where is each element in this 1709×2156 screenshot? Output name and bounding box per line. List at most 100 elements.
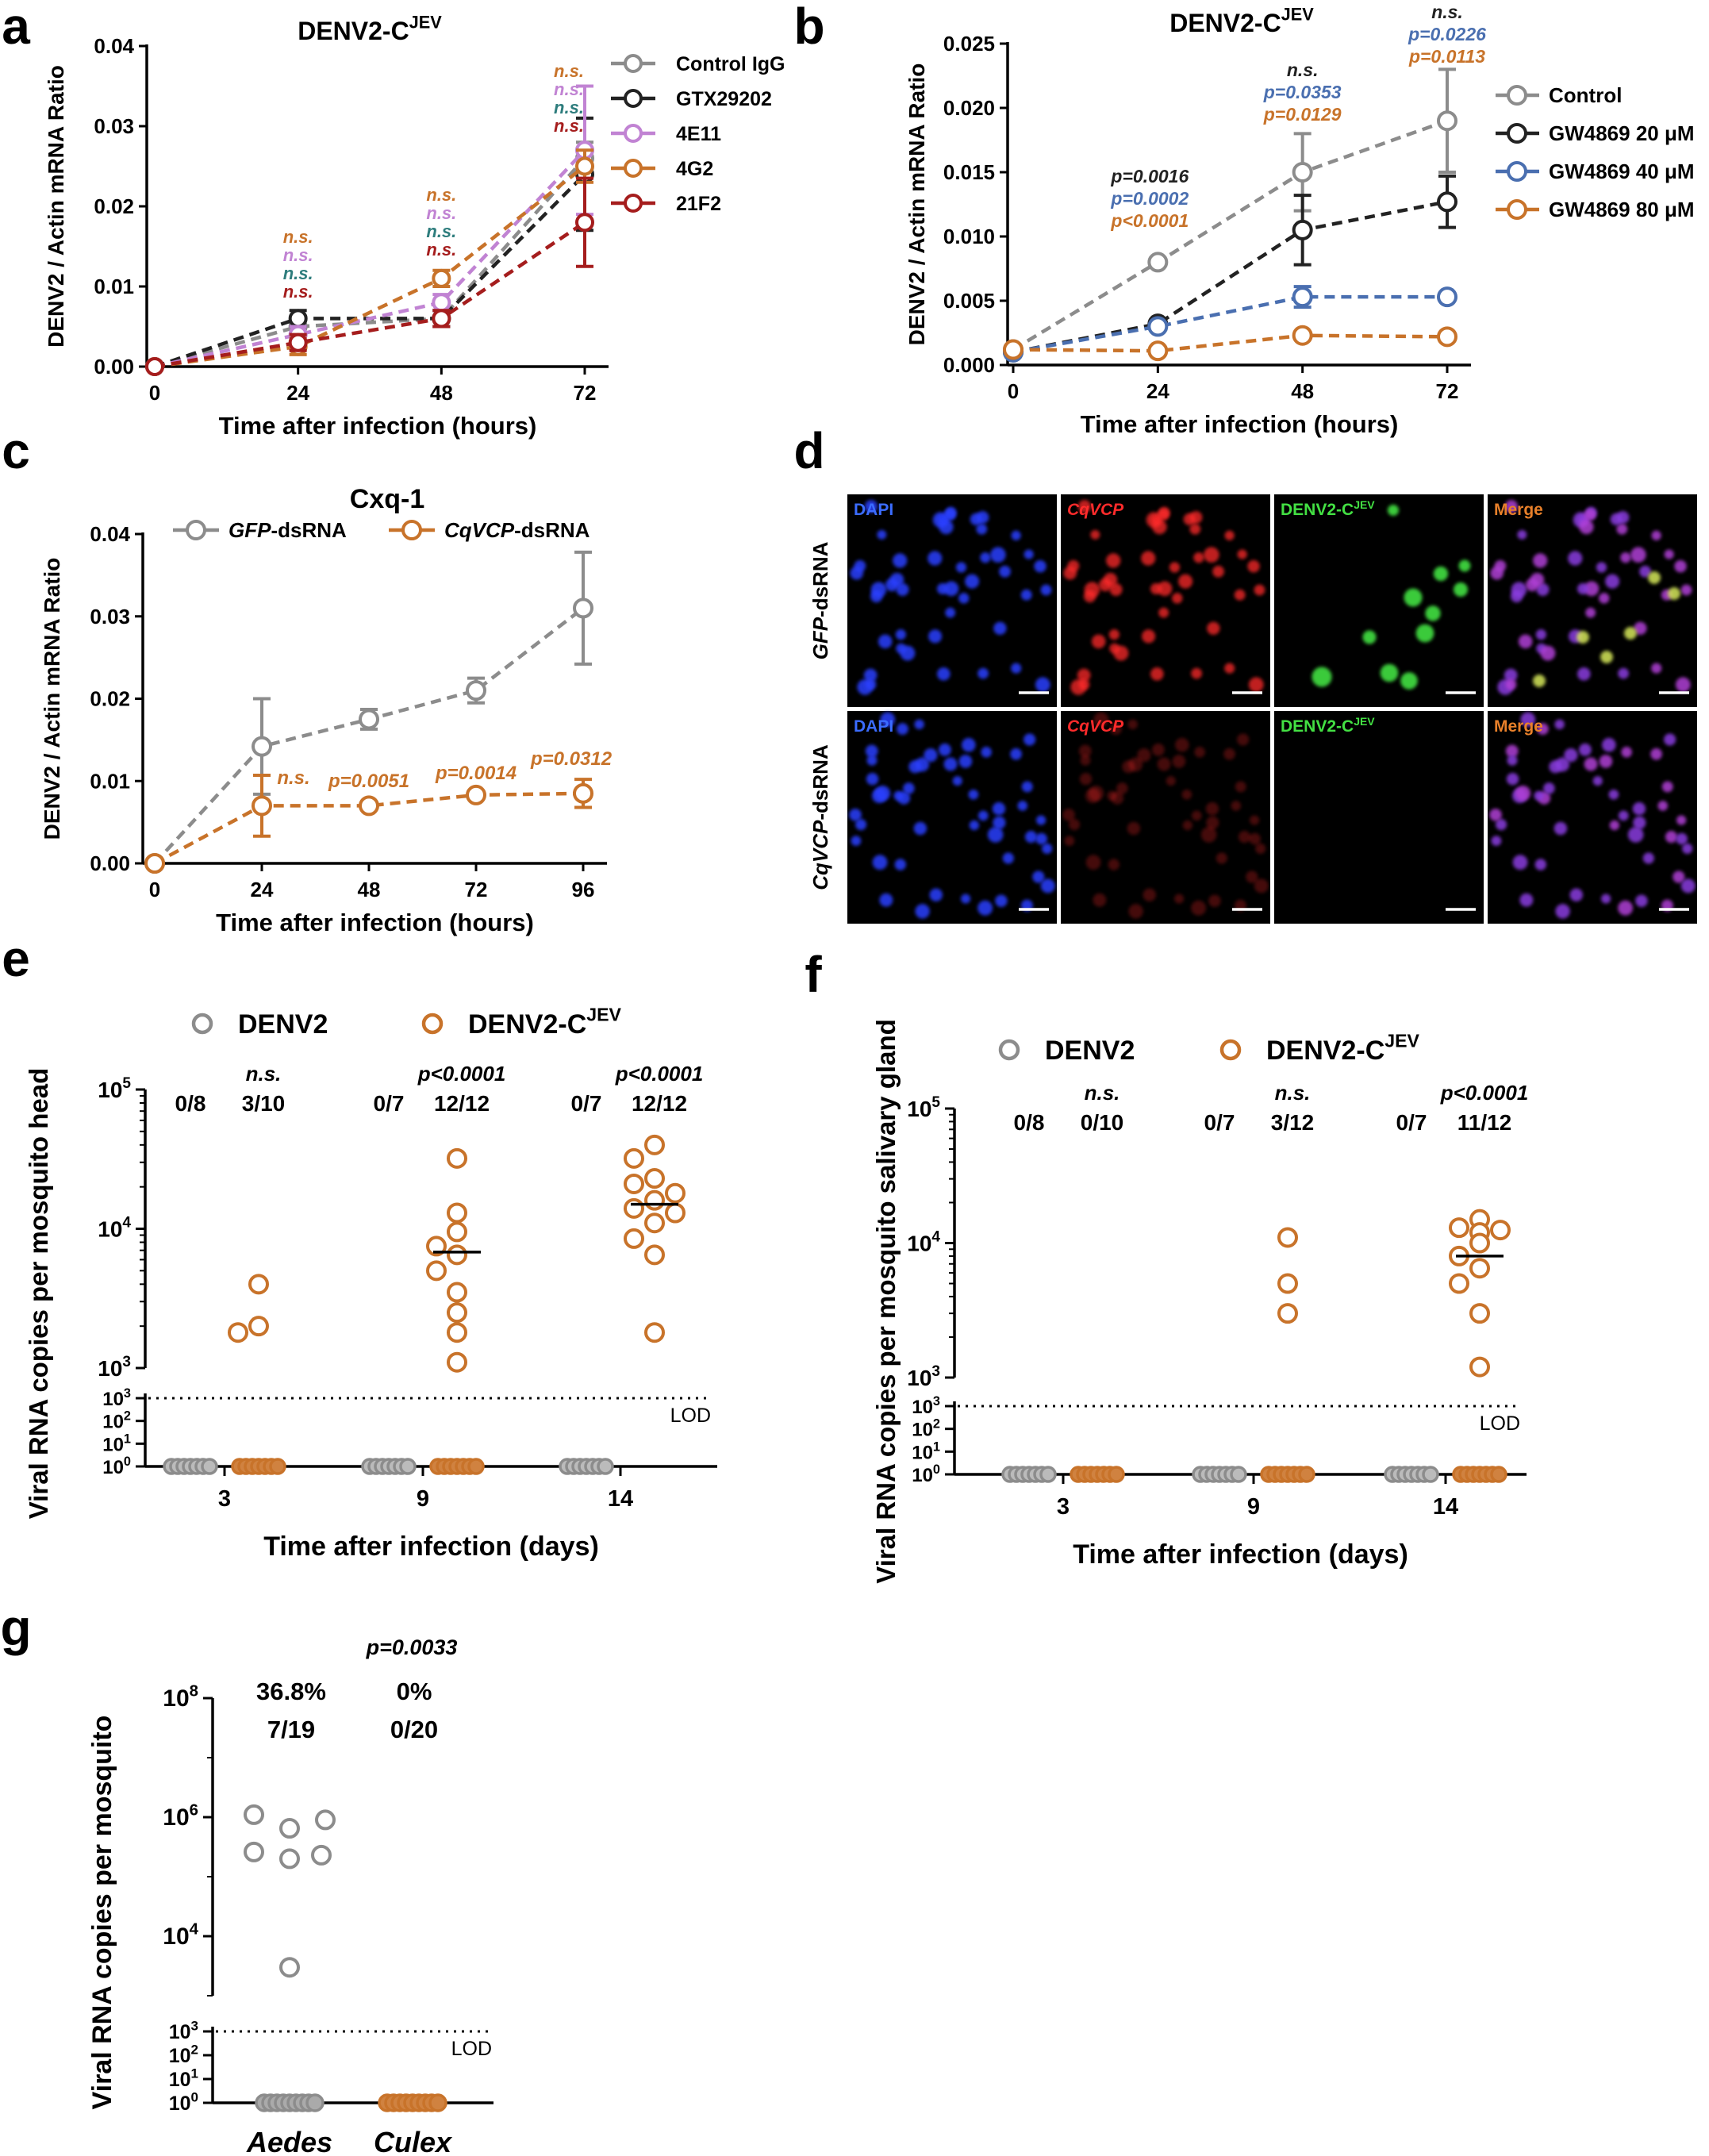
cell-spot (1657, 801, 1669, 811)
cell-spot (943, 509, 956, 521)
y-axis-title: DENV2 / Actin mRNA Ratio (904, 63, 929, 346)
cell-spot (1207, 621, 1220, 636)
cell-spot (1157, 581, 1173, 597)
x-axis-title: Time after infection (hours) (219, 412, 537, 440)
cell-spot (1680, 584, 1692, 596)
cell-spot (955, 562, 967, 573)
cell-spot (1237, 549, 1247, 559)
data-point (573, 782, 593, 804)
panel-letter-f: f (805, 946, 822, 1003)
y-tick-label-exp: 8 (190, 1682, 198, 1700)
cell-spot (1103, 572, 1118, 587)
cell-spot (977, 667, 989, 679)
cell-spot (915, 904, 930, 919)
y-tick-label: 0.01 (90, 769, 130, 793)
data-point (644, 1322, 665, 1343)
cell-spot (1621, 747, 1632, 758)
panel-c-chart: 0.00 0.01 0.02 0.03 0.04 0 24 48 72 96 Time after … (40, 484, 613, 936)
y-tick-label-exp: 5 (931, 1094, 940, 1111)
percent-label: 0% (397, 1678, 432, 1705)
y-tick-label-base: 10 (907, 1097, 931, 1121)
data-point (244, 1804, 264, 1825)
cell-spot (1172, 755, 1186, 768)
cell-spot (1109, 582, 1123, 596)
cell-spot (903, 782, 915, 794)
cell-spot (1141, 551, 1156, 566)
data-point (1449, 1273, 1469, 1294)
panel-a-chart: 0.00 0.01 0.02 0.03 0.04 0 24 48 72 Time after in… (44, 13, 785, 440)
data-point (573, 598, 593, 619)
series-line (154, 156, 586, 369)
denv-signal-spot (1433, 566, 1449, 582)
cell-spot (1674, 559, 1687, 573)
data-point (1292, 219, 1313, 240)
cell-spot (851, 836, 862, 847)
legend-label: DENV2-CJEV (468, 1005, 622, 1040)
legend-marker (1507, 199, 1527, 220)
y-tick-label-exp: 0 (124, 1455, 131, 1469)
y-tick-label-exp: 3 (933, 1394, 940, 1409)
y-tick-label: 0.04 (94, 34, 134, 58)
cell-spot (896, 582, 909, 596)
cell-spot (1108, 629, 1119, 640)
legend-marker (998, 1039, 1020, 1061)
row-label: GFP-dsRNA (808, 541, 832, 659)
stat-annotation: n.s. (426, 240, 456, 259)
cell-spot (1506, 772, 1519, 786)
legend-label-main: DENV2-C (1266, 1036, 1384, 1066)
cell-spot (1633, 816, 1646, 829)
series-line (154, 221, 586, 369)
cell-spot (1157, 757, 1171, 771)
data-point (359, 709, 379, 730)
data-point-undetected (1490, 1466, 1507, 1483)
y-tick-label-exp: 2 (933, 1417, 940, 1432)
stat-annotation: n.s. (554, 98, 584, 117)
cell-spot (1042, 843, 1053, 855)
y-tick-label-base: 10 (102, 1434, 124, 1455)
cell-spot (987, 827, 1004, 843)
y-tick-label: 0.005 (943, 289, 995, 313)
stat-annotation: n.s. (277, 767, 309, 789)
stat-annotation: p=0.0113 (1408, 46, 1485, 67)
cell-spot (1122, 760, 1135, 774)
series-line (1012, 294, 1447, 355)
data-point (1469, 1258, 1490, 1279)
stat-annotation: p<0.0001 (615, 1062, 704, 1086)
merge-overlap-spot (1668, 587, 1680, 600)
cell-spot (879, 893, 893, 907)
denv-signal-spot (1458, 559, 1471, 572)
cell-spot (1191, 900, 1207, 916)
cell-spot (914, 719, 924, 730)
cell-spot (1017, 801, 1028, 811)
data-point (644, 1168, 665, 1189)
y-tick-label: 103 (98, 1354, 131, 1381)
data-point (145, 357, 164, 376)
cell-spot (1137, 747, 1151, 763)
cell-spot (936, 667, 951, 681)
data-point (1147, 252, 1169, 273)
stat-annotation: p=0.0002 (1110, 188, 1189, 209)
cell-spot (1093, 712, 1109, 728)
cell-spot (1627, 827, 1644, 843)
cell-spot (865, 744, 878, 758)
cell-spot (1090, 529, 1100, 540)
data-point (432, 293, 451, 313)
cell-spot (1254, 878, 1269, 894)
cell-spot (1579, 519, 1594, 535)
cell-spot (1512, 855, 1528, 870)
x-tick-label: 96 (572, 878, 595, 901)
cell-spot (1635, 894, 1648, 908)
merge-overlap-spot (1533, 674, 1546, 687)
data-point (1490, 1220, 1511, 1241)
x-axis-title: Time after infection (days) (1073, 1539, 1408, 1570)
cell-spot (929, 888, 943, 902)
y-tick-label-exp: 3 (122, 1354, 131, 1370)
y-axis-title: DENV2 / Actin mRNA Ratio (40, 558, 64, 840)
data-point (311, 1844, 332, 1866)
cell-spot (1127, 719, 1138, 730)
cell-spot (854, 819, 867, 831)
stat-annotation: p<0.0001 (1440, 1081, 1529, 1105)
stat-annotation: n.s. (283, 263, 313, 283)
cell-spot (1673, 870, 1685, 883)
